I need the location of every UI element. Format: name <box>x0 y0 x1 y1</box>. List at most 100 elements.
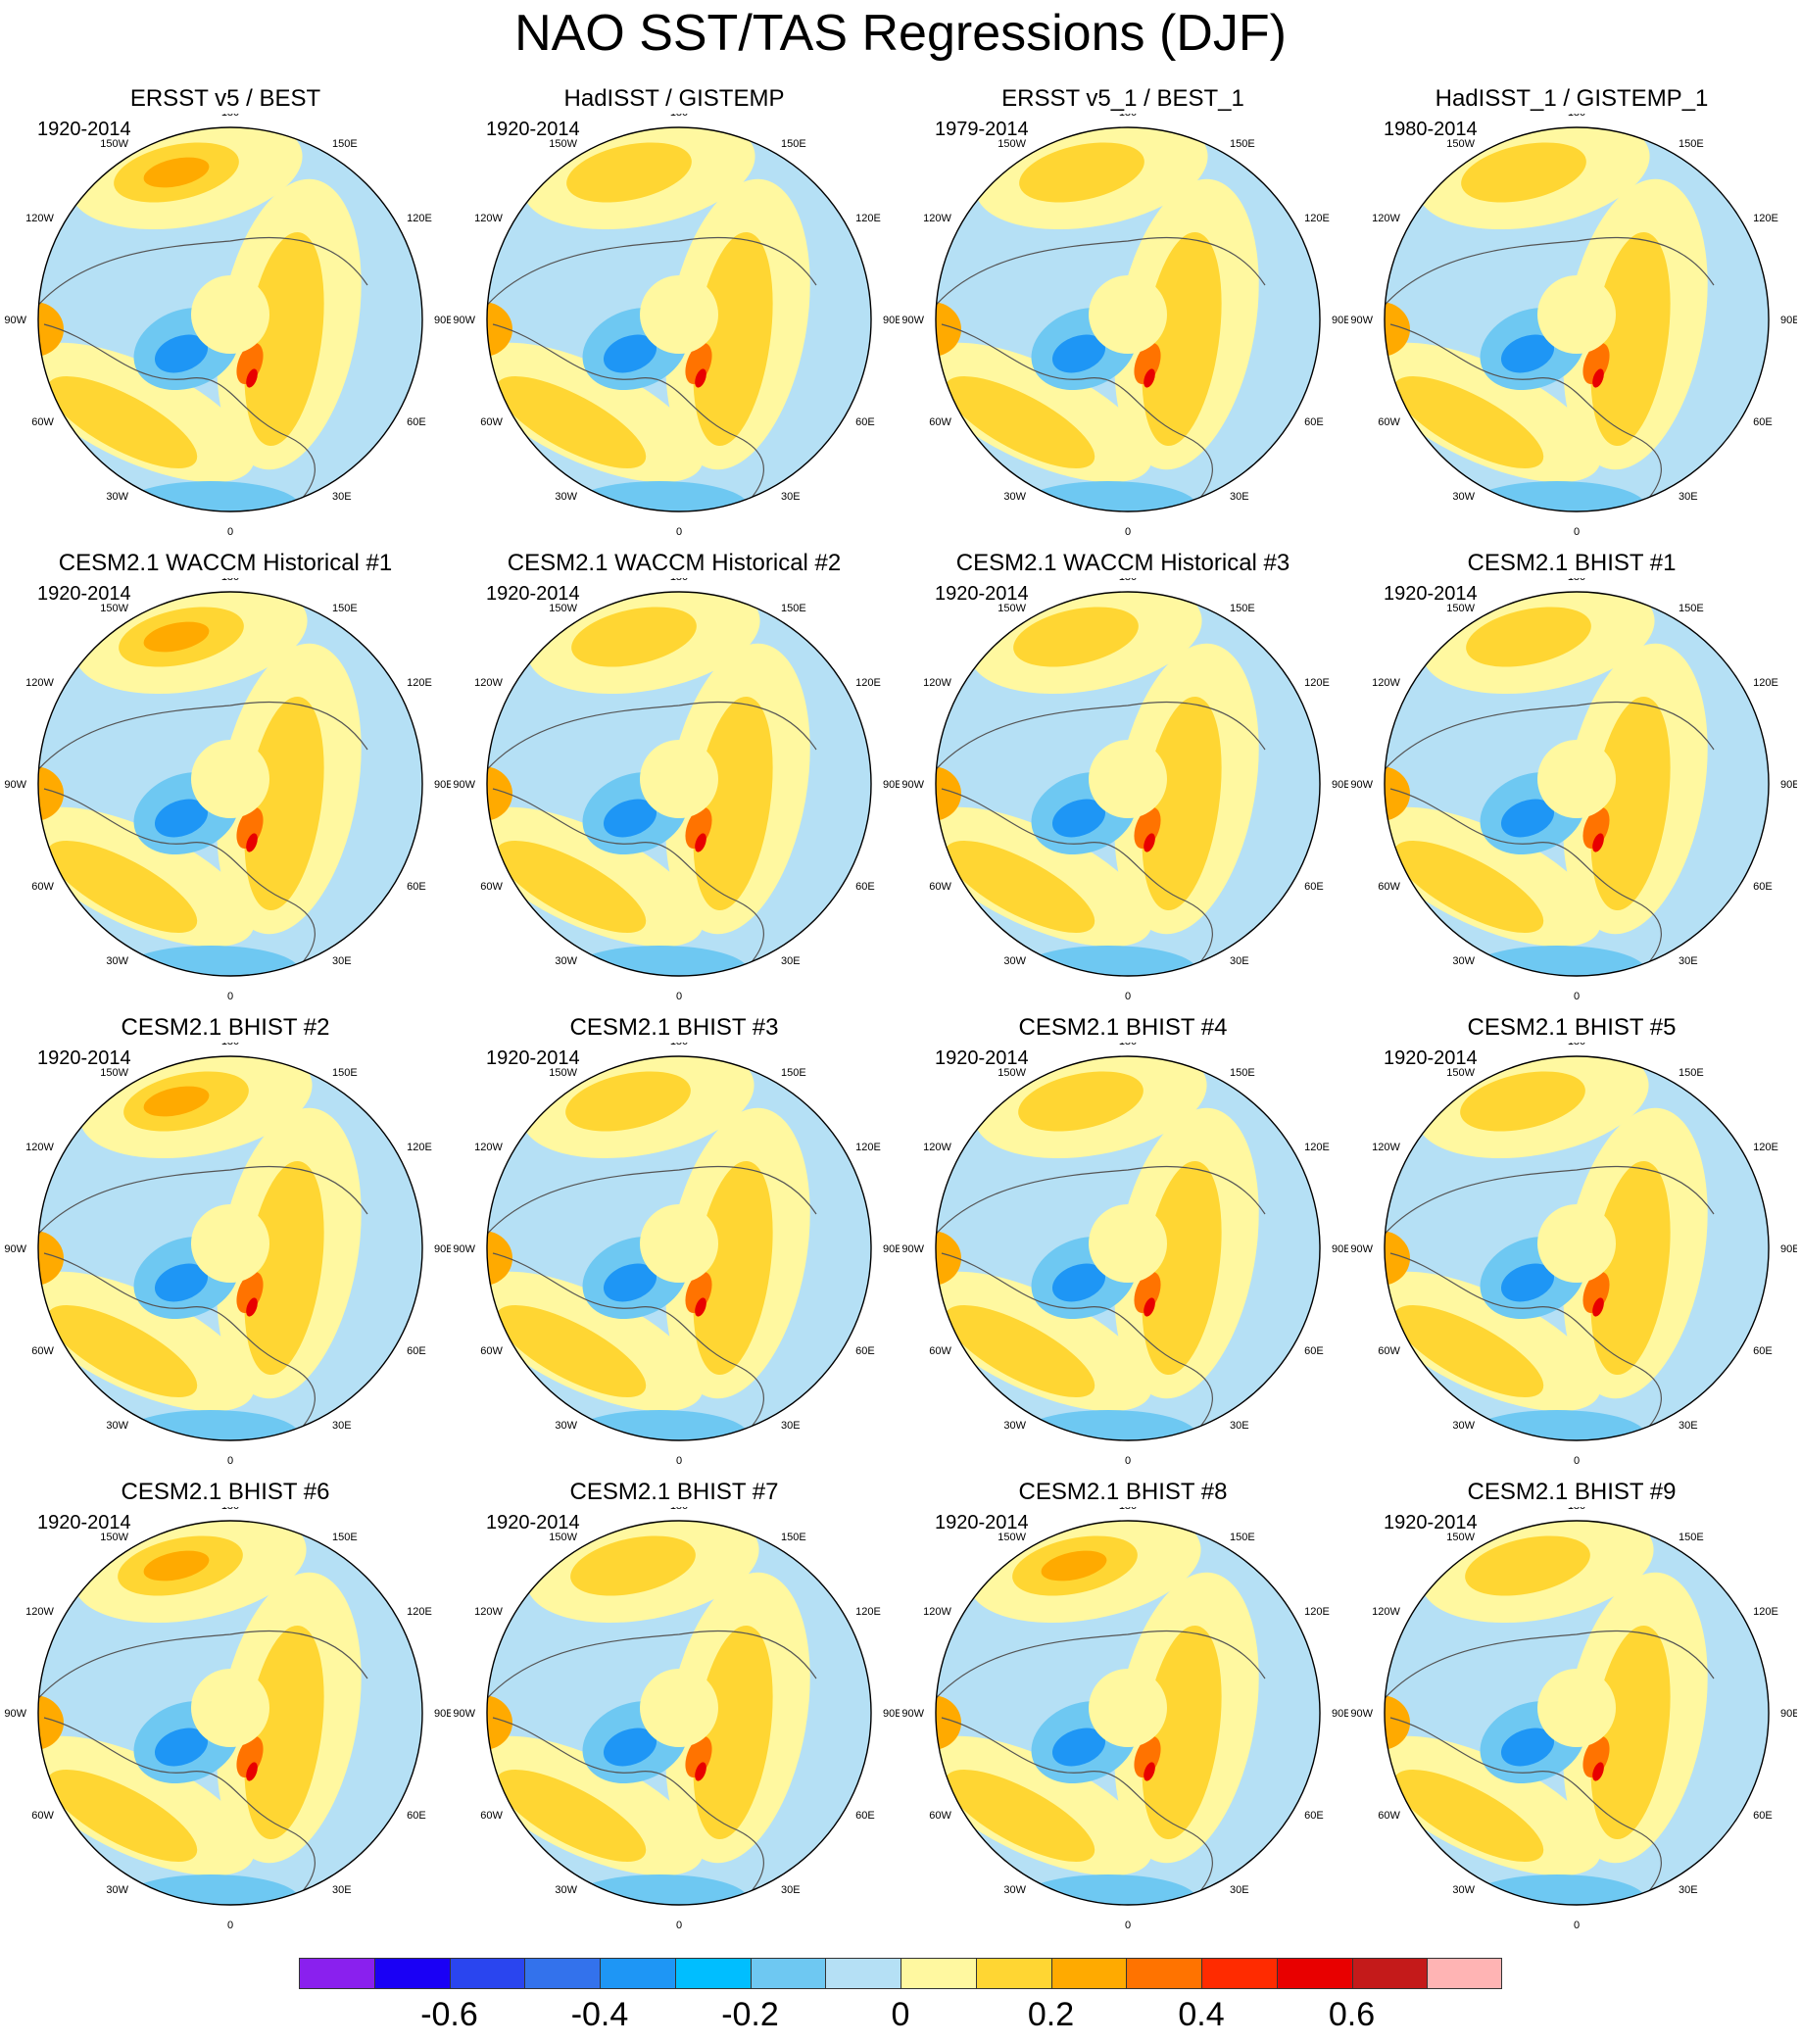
longitude-label: 90W <box>4 315 26 326</box>
map-field <box>487 1521 871 1905</box>
longitude-label: 120W <box>1372 213 1400 224</box>
map-field <box>1385 592 1769 976</box>
longitude-label: 90E <box>1332 315 1348 326</box>
longitude-label: 60E <box>1304 881 1324 893</box>
panel-title: CESM2.1 BHIST #8 <box>1018 1479 1228 1505</box>
western-warm-spot <box>38 1231 64 1286</box>
map-field <box>936 592 1320 976</box>
longitude-label: 60E <box>1753 881 1773 893</box>
eurasia-warm-core <box>1142 1625 1222 1840</box>
longitude-label: 150E <box>332 138 358 150</box>
polar-map: 180 150E 120E 90E 60E 30E 0 30W 60W 90W 120W 150W <box>901 578 1348 1002</box>
longitude-label: 30W <box>1452 491 1475 503</box>
longitude-label: 30E <box>332 491 352 503</box>
atlantic-warm-core <box>945 1770 1095 1862</box>
colorbar-box <box>975 1958 1051 1989</box>
period-label: 1920-2014 <box>935 583 1029 605</box>
period-label: 1920-2014 <box>37 1047 131 1069</box>
longitude-label: 150E <box>332 1532 358 1543</box>
longitude-label: 180 <box>670 1043 688 1047</box>
map-border <box>486 1520 872 1906</box>
longitude-label: 90W <box>4 1243 26 1255</box>
eurasia-warm-core <box>1142 231 1222 447</box>
atlantic-warm-core <box>1393 376 1544 468</box>
longitude-label: 0 <box>227 1455 233 1467</box>
scandinavia-hot-spot <box>1144 1297 1155 1317</box>
map-field <box>936 1056 1320 1440</box>
longitude-label: 30W <box>555 1884 577 1896</box>
longitude-label: 90W <box>1350 779 1373 791</box>
longitude-label: 60E <box>855 881 875 893</box>
longitude-label: 120E <box>1304 1606 1330 1618</box>
western-warm-spot <box>1385 1231 1410 1286</box>
longitude-label: 90E <box>1780 1243 1797 1255</box>
arctic-field <box>1537 275 1616 354</box>
labrador-cold-core <box>1500 1728 1555 1767</box>
pacific-warm-core <box>1018 1071 1144 1132</box>
arctic-field <box>191 275 269 354</box>
longitude-label: 180 <box>1568 1043 1585 1047</box>
polar-map: 180 150E 120E 90E 60E 30E 0 30W 60W 90W 120W 150W <box>4 578 451 1002</box>
coastlines <box>1385 236 1715 511</box>
scandinavia-hot-spot <box>1592 1297 1604 1317</box>
longitude-label: 150W <box>998 1067 1026 1079</box>
scandinavia-hot-spot <box>1144 368 1155 388</box>
map-border <box>935 1055 1321 1441</box>
longitude-label: 120E <box>407 1142 432 1153</box>
map-border <box>935 1520 1321 1906</box>
longitude-label: 60E <box>1753 1810 1773 1822</box>
longitude-label: 60E <box>855 1345 875 1357</box>
longitude-label: 60E <box>407 1810 426 1822</box>
map-panel: CESM2.1 BHIST #9 1920-2014 180 150E 120E 90E 6… <box>1346 1478 1797 1943</box>
longitude-label: 150W <box>1446 603 1475 614</box>
longitude-label: 150E <box>1230 1532 1255 1543</box>
longitude-label: 90E <box>883 1708 900 1720</box>
longitude-label: 150E <box>1679 138 1704 150</box>
colorbar-box <box>1276 1958 1352 1989</box>
longitude-label: 30E <box>781 491 801 503</box>
longitude-label: 90E <box>1780 1708 1797 1720</box>
period-label: 1920-2014 <box>486 583 580 605</box>
colorbar-tick-label: 0.6 <box>1328 1996 1376 2033</box>
map-field <box>487 1056 871 1440</box>
eurasia-warm-core <box>693 1160 773 1376</box>
period-label: 1920-2014 <box>486 1512 580 1533</box>
longitude-label: 90E <box>1332 779 1348 791</box>
longitude-label: 90W <box>453 1243 475 1255</box>
longitude-label: 0 <box>1574 526 1580 538</box>
arctic-field <box>1537 1669 1616 1747</box>
panel-title: ERSST v5_1 / BEST_1 <box>1001 85 1244 112</box>
longitude-label: 90W <box>901 1243 924 1255</box>
eurasia-warm-core <box>1142 1160 1222 1376</box>
period-label: 1920-2014 <box>935 1047 1029 1069</box>
polar-map: 180 150E 120E 90E 60E 30E 0 30W 60W 90W 120W 150W <box>453 114 900 538</box>
map-panel: CESM2.1 BHIST #8 1920-2014 180 150E 120E 90E 6… <box>898 1478 1348 1943</box>
pacific-strong-core <box>1041 1550 1107 1582</box>
period-label: 1920-2014 <box>37 119 131 140</box>
longitude-label: 150W <box>998 138 1026 150</box>
coastlines <box>487 701 817 976</box>
longitude-label: 180 <box>1568 1507 1585 1512</box>
longitude-label: 120E <box>407 213 432 224</box>
longitude-label: 120E <box>1753 1606 1778 1618</box>
longitude-label: 90E <box>883 779 900 791</box>
longitude-label: 120W <box>25 677 54 689</box>
figure-title: NAO SST/TAS Regressions (DJF) <box>514 5 1287 62</box>
polar-map: 180 150E 120E 90E 60E 30E 0 30W 60W 90W 120W 150W <box>901 1507 1348 1931</box>
longitude-label: 30W <box>106 955 128 967</box>
longitude-label: 90E <box>883 315 900 326</box>
coastlines <box>38 1630 368 1905</box>
longitude-label: 120W <box>1372 1142 1400 1153</box>
colorbar-box <box>825 1958 900 1989</box>
map-panel: CESM2.1 BHIST #3 1920-2014 180 150E 120E 90E 6… <box>449 1013 900 1479</box>
longitude-label: 30W <box>1452 1884 1475 1896</box>
panel-title: CESM2.1 BHIST #2 <box>121 1014 330 1041</box>
colorbar: -0.6 -0.4 -0.2 0 0.2 0.4 0.6 <box>299 1958 1502 2044</box>
longitude-label: 90E <box>883 1243 900 1255</box>
period-label: 1920-2014 <box>486 119 580 140</box>
atlantic-warm-core <box>47 841 198 933</box>
longitude-label: 30W <box>1452 1420 1475 1432</box>
polar-map: 180 150E 120E 90E 60E 30E 0 30W 60W 90W 120W 150W <box>453 1507 900 1931</box>
longitude-label: 60E <box>855 1810 875 1822</box>
longitude-label: 150E <box>1679 603 1704 614</box>
